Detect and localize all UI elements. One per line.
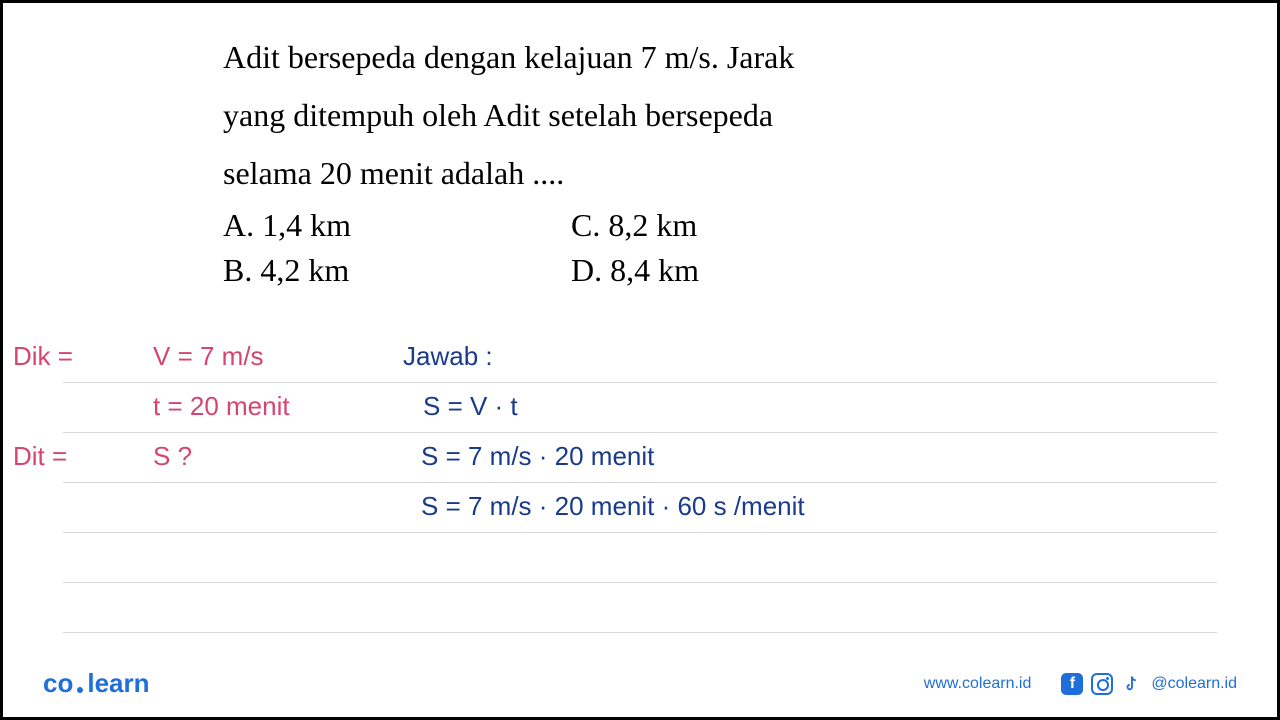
dik-label: Dik = [13,341,73,372]
colearn-logo: co learn [43,668,150,699]
option-b: B. 4,2 km [223,252,351,289]
instagram-icon [1091,673,1113,695]
v-equation: V = 7 m/s [153,341,264,372]
facebook-icon: f [1061,673,1083,695]
s-calc-2: S = 7 m/s · 20 menit · 60 s /menit [421,491,805,522]
jawab-label: Jawab : [403,341,493,372]
question-line-3: selama 20 menit adalah .... [223,149,1217,197]
work-area: Dik = V = 7 m/s t = 20 menit Dit = S ? J… [3,333,1277,633]
option-a: A. 1,4 km [223,207,351,244]
social-handle: @colearn.id [1151,675,1237,693]
footer-right: www.colearn.id f @colearn.id [924,673,1237,695]
options-container: A. 1,4 km B. 4,2 km C. 8,2 km D. 8,4 km [223,207,1217,289]
social-links: f @colearn.id [1061,673,1237,695]
s-vt-formula: S = V · t [423,391,518,422]
option-c: C. 8,2 km [571,207,699,244]
notebook-line [63,533,1217,583]
question-area: Adit bersepeda dengan kelajuan 7 m/s. Ja… [3,3,1277,289]
options-right: C. 8,2 km D. 8,4 km [571,207,699,289]
logo-learn: learn [87,668,149,699]
logo-co: co [43,668,73,699]
s-calc-1: S = 7 m/s · 20 menit [421,441,654,472]
notebook-line [63,583,1217,633]
options-left: A. 1,4 km B. 4,2 km [223,207,351,289]
question-line-2: yang ditempuh oleh Adit setelah berseped… [223,91,1217,139]
tiktok-icon [1121,673,1143,695]
option-d: D. 8,4 km [571,252,699,289]
dit-label: Dit = [13,441,67,472]
footer: co learn www.colearn.id f @colearn.id [3,668,1277,699]
website-url: www.colearn.id [924,675,1032,693]
logo-dot [77,687,83,693]
question-line-1: Adit bersepeda dengan kelajuan 7 m/s. Ja… [223,33,1217,81]
s-question: S ? [153,441,192,472]
t-equation: t = 20 menit [153,391,290,422]
